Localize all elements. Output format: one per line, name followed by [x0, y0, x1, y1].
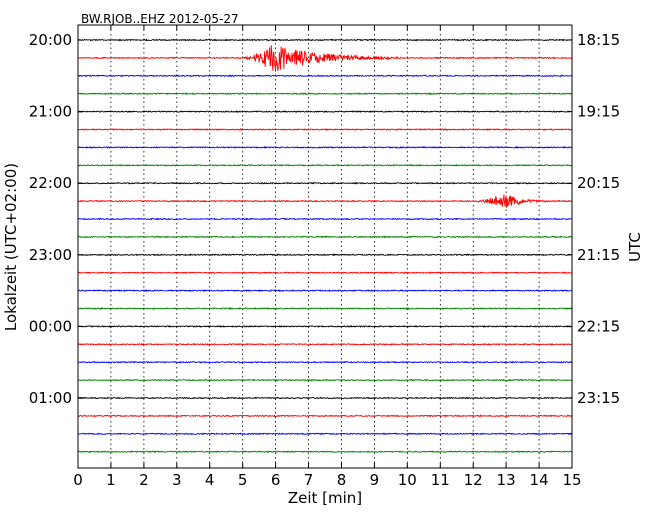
y-tick-label-left: 22:00 [29, 174, 72, 192]
trace-row-16 [77, 324, 573, 328]
x-tick-label: 9 [370, 471, 380, 489]
y-tick-label-left: 01:00 [29, 389, 72, 407]
axis-ticks: 0 1 2 3 4 5 6 7 8 9 10 11 12 13 14 1520:0021:0022:0023:… [29, 25, 620, 489]
trace-row-14 [77, 289, 573, 293]
trace-row-22 [77, 432, 573, 436]
trace-row-21 [77, 414, 573, 418]
trace-row-2 [77, 74, 573, 78]
trace-row-23 [77, 450, 573, 454]
y-tick-label-left: 00:00 [29, 317, 72, 335]
trace-row-15 [77, 307, 573, 310]
y-tick-label-left: 21:00 [29, 103, 72, 121]
x-tick-label: 0 [73, 471, 83, 489]
trace-row-18 [77, 360, 573, 364]
chart-title: BW.RJOB..EHZ 2012-05-27 [81, 12, 239, 26]
x-tick-label: 10 [398, 471, 417, 489]
x-tick-label: 2 [139, 471, 149, 489]
y-tick-label-right: 23:15 [577, 389, 620, 407]
trace-row-8 [77, 181, 573, 185]
y-axis-label-left: Lokalzeit (UTC+02:00) [2, 163, 20, 331]
x-tick-label: 5 [238, 471, 248, 489]
trace-row-10 [77, 217, 573, 221]
trace-row-13 [77, 271, 573, 275]
x-tick-label: 11 [431, 471, 450, 489]
x-tick-label: 12 [464, 471, 483, 489]
gridlines [110, 25, 540, 468]
x-tick-label: 4 [205, 471, 215, 489]
trace-row-11 [77, 235, 573, 239]
y-tick-label-right: 22:15 [577, 317, 620, 335]
trace-row-4 [77, 110, 573, 114]
trace-row-3 [77, 92, 573, 96]
x-tick-label: 7 [304, 471, 314, 489]
plot-frame [77, 24, 573, 469]
y-tick-label-right: 19:15 [577, 103, 620, 121]
x-tick-label: 15 [562, 471, 581, 489]
trace-row-17 [77, 342, 573, 346]
x-tick-label: 14 [530, 471, 549, 489]
x-tick-label: 3 [172, 471, 182, 489]
trace-row-9 [77, 194, 573, 208]
trace-row-12 [77, 253, 572, 257]
trace-row-0 [77, 38, 573, 42]
x-tick-label: 13 [497, 471, 516, 489]
y-tick-label-left: 23:00 [29, 246, 72, 264]
y-tick-label-right: 20:15 [577, 174, 620, 192]
x-tick-label: 1 [106, 471, 116, 489]
y-tick-label-left: 20:00 [29, 31, 72, 49]
y-tick-label-right: 18:15 [577, 31, 620, 49]
y-tick-label-right: 21:15 [577, 246, 620, 264]
trace-row-20 [77, 396, 573, 400]
x-tick-label: 6 [271, 471, 281, 489]
trace-row-5 [77, 128, 573, 131]
x-tick-label: 8 [337, 471, 347, 489]
seismic-traces [77, 38, 573, 454]
trace-row-19 [77, 378, 573, 382]
x-axis-label: Zeit [min] [288, 489, 362, 507]
trace-row-7 [77, 163, 573, 167]
y-axis-label-right: UTC [626, 232, 644, 262]
trace-row-6 [77, 145, 573, 149]
trace-row-1 [77, 45, 573, 71]
